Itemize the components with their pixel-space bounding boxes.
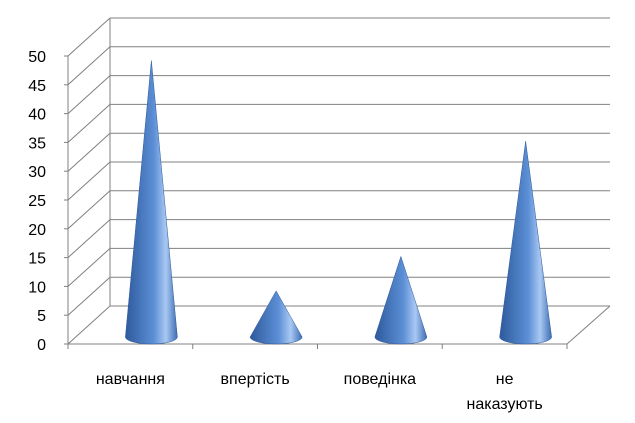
x-category-label: навчання (96, 371, 165, 388)
chart-cones (125, 60, 552, 345)
y-tick-label: 50 (28, 49, 46, 66)
x-axis-category-labels: навчання впертість поведінка не наказують (96, 371, 543, 413)
cone-1 (125, 60, 178, 345)
chart-axes (67, 18, 611, 349)
cone-body (374, 255, 428, 345)
y-axis-tick-labels: 0 5 10 15 20 25 30 35 40 45 50 (28, 49, 46, 354)
gridline-side (67, 17, 111, 57)
gridline-side (67, 190, 111, 230)
y-tick-label: 30 (28, 164, 46, 181)
cone-body (499, 141, 552, 345)
cone-4 (499, 141, 552, 345)
y-tick-label: 0 (37, 337, 46, 354)
gridline-side (67, 276, 111, 316)
gridline-side (67, 132, 111, 172)
x-category-label: не (496, 371, 514, 388)
cone-3 (374, 255, 428, 345)
gridline-side (67, 75, 111, 114)
gridline-side (67, 219, 111, 258)
x-category-label: наказують (466, 396, 542, 413)
cone-2 (249, 290, 303, 345)
y-tick-label: 25 (28, 193, 46, 210)
gridline-side (67, 46, 111, 86)
gridline-side (67, 305, 111, 345)
gridline-side (67, 104, 111, 143)
cone-body (249, 290, 303, 345)
floor-right-edge (566, 305, 611, 345)
y-tick-label: 5 (37, 308, 46, 325)
x-category-label: впертість (221, 371, 290, 388)
cone-body (125, 60, 178, 345)
y-tick-label: 20 (28, 222, 46, 239)
gridline-side (67, 161, 111, 201)
y-tick-label: 35 (28, 135, 46, 152)
y-tick-label: 45 (28, 78, 46, 95)
gridline-side (67, 248, 111, 287)
y-tick-label: 40 (28, 107, 46, 124)
x-category-label: поведінка (344, 371, 417, 388)
y-tick-label: 15 (28, 251, 46, 268)
y-tick-label: 10 (28, 279, 46, 296)
